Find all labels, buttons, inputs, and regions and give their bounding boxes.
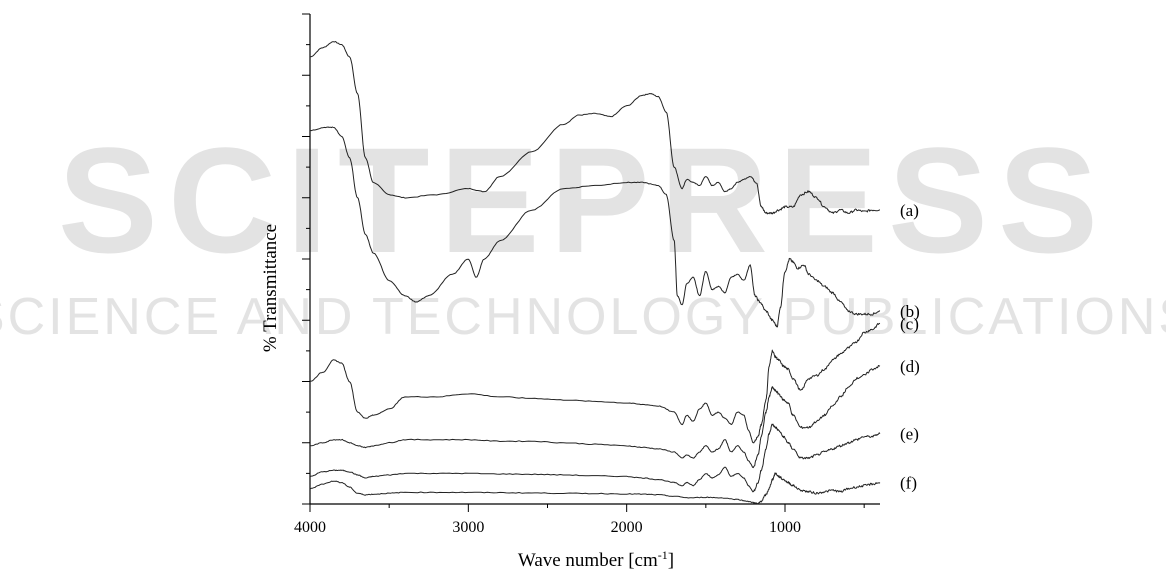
series-label: (f) bbox=[900, 474, 917, 493]
x-axis-label: Wave number [cm-1] bbox=[518, 548, 674, 571]
series-line bbox=[309, 126, 881, 328]
series-labels: (a) (b)(c) (d) (e) (f) bbox=[900, 201, 920, 493]
series-label: (b) bbox=[900, 302, 920, 321]
series-label: (e) bbox=[900, 425, 919, 444]
series-label: (d) bbox=[900, 357, 920, 376]
chart-axes bbox=[302, 13, 880, 512]
y-axis-label: % Transmittance bbox=[260, 224, 281, 352]
series-lines bbox=[309, 41, 881, 505]
series-label: (c) bbox=[900, 314, 919, 333]
x-tick-label: 1000 bbox=[769, 519, 801, 536]
series-label: (a) bbox=[900, 201, 919, 220]
series-line bbox=[309, 41, 880, 215]
x-tick-labels: 4000 3000 2000 1000 bbox=[294, 519, 801, 536]
series-line bbox=[309, 423, 881, 493]
x-axis-label-superscript: -1 bbox=[658, 548, 668, 562]
x-tick-label: 2000 bbox=[611, 519, 643, 536]
series-line bbox=[309, 322, 881, 444]
x-tick-label: 4000 bbox=[294, 519, 326, 536]
watermark-title: SCITEPRESS bbox=[58, 116, 1108, 284]
x-axis-label-end: ] bbox=[668, 550, 674, 571]
series-line bbox=[309, 365, 881, 469]
x-axis-label-text: Wave number [cm bbox=[518, 550, 658, 571]
series-line bbox=[309, 472, 881, 505]
watermark-subtitle: SCIENCE AND TECHNOLOGY PUBLICATIONS bbox=[0, 288, 1166, 346]
x-tick-label: 3000 bbox=[452, 519, 484, 536]
